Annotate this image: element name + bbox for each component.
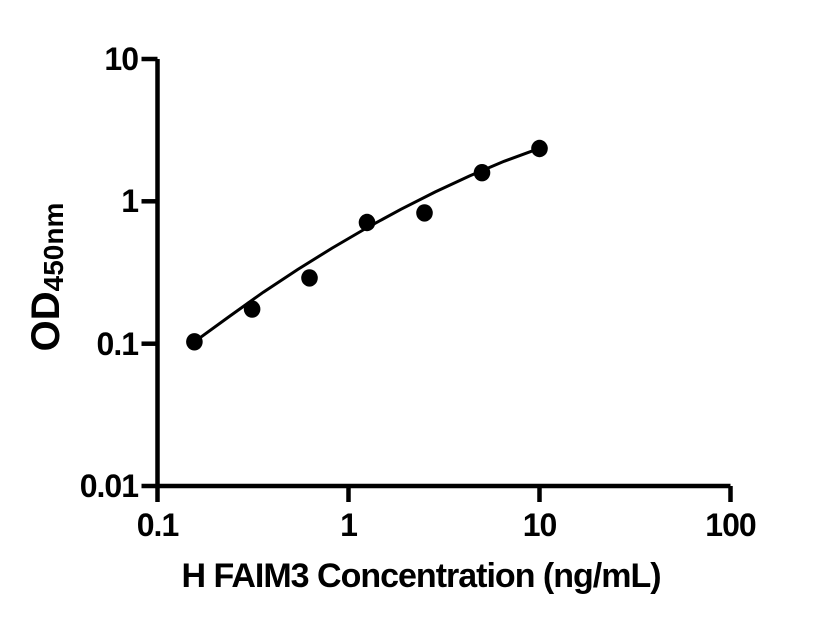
x-tick-label: 10 xyxy=(522,507,558,543)
x-tick-label: 1 xyxy=(340,507,358,543)
data-point-marker xyxy=(473,164,491,182)
y-axis-title-main: OD xyxy=(24,291,68,352)
y-axis-title: OD450nm xyxy=(24,202,69,352)
y-axis-title-subscript: 450nm xyxy=(38,202,69,292)
data-point-marker xyxy=(301,269,318,287)
x-tick-label: 0.1 xyxy=(136,507,179,543)
data-point-marker xyxy=(243,300,261,318)
x-tick-label: 100 xyxy=(705,507,756,543)
data-point-marker xyxy=(531,139,548,158)
data-point-marker xyxy=(416,204,433,222)
y-tick-label: 0.01 xyxy=(79,468,139,504)
y-tick-label: 1 xyxy=(121,183,139,220)
data-point-marker xyxy=(358,213,376,232)
axis-frame xyxy=(155,59,731,489)
x-axis-title: H FAIM3 Concentration (ng/mL) xyxy=(181,557,661,595)
data-point-marker xyxy=(186,333,203,351)
y-tick-label: 10 xyxy=(104,41,139,77)
y-tick-label: 0.1 xyxy=(96,325,139,362)
